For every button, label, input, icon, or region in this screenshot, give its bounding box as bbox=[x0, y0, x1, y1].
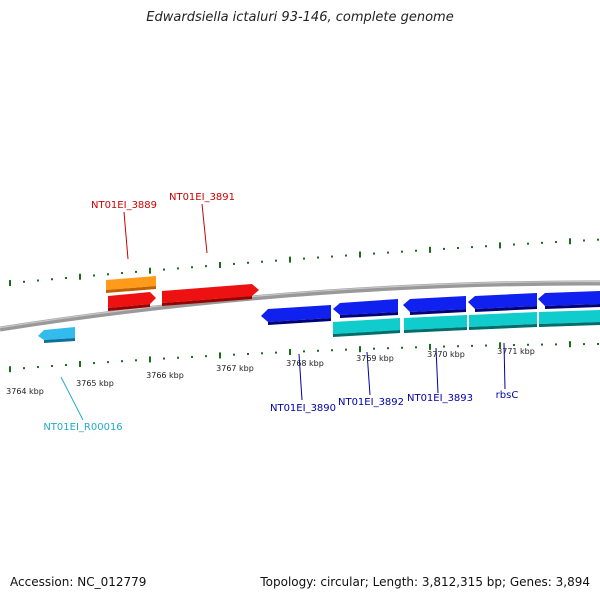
feature-rbsC[interactable] bbox=[468, 293, 537, 312]
tick-label-3770: 3770 kbp bbox=[427, 350, 465, 359]
label-NT01EI_3889[interactable]: NT01EI_3889 bbox=[91, 200, 157, 211]
leader-3893 bbox=[435, 347, 439, 394]
leader-rbsC bbox=[503, 342, 506, 390]
label-rbsC[interactable]: rbsC bbox=[496, 390, 519, 401]
feature-NT01EI_3891[interactable] bbox=[162, 284, 259, 306]
cds-cyan-1[interactable] bbox=[333, 318, 400, 337]
leader-3889 bbox=[123, 211, 129, 260]
feature-NT01EI_3890[interactable] bbox=[261, 305, 331, 325]
cds-cyan-3[interactable] bbox=[469, 312, 537, 330]
tick-label-3771: 3771 kbp bbox=[497, 347, 535, 356]
genome-backbone bbox=[0, 280, 600, 332]
genome-stats-text: Topology: circular; Length: 3,812,315 bp… bbox=[260, 575, 590, 589]
feature-NT01EI_3893[interactable] bbox=[403, 296, 466, 315]
leader-3891 bbox=[201, 203, 208, 254]
outer-scale-ticks bbox=[9, 238, 599, 287]
feature-NT01EI_3889-orange[interactable] bbox=[106, 276, 156, 293]
label-NT01EI_3890[interactable]: NT01EI_3890 bbox=[270, 403, 336, 414]
tick-label-3767: 3767 kbp bbox=[216, 364, 254, 373]
label-NT01EI_3892[interactable]: NT01EI_3892 bbox=[338, 397, 404, 408]
inner-scale-ticks bbox=[9, 341, 599, 373]
cds-cyan-4[interactable] bbox=[539, 310, 600, 327]
label-NT01EI_3893[interactable]: NT01EI_3893 bbox=[407, 393, 473, 404]
feature-NT01EI_R00016[interactable] bbox=[38, 327, 75, 343]
label-NT01EI_R00016[interactable]: NT01EI_R00016 bbox=[43, 422, 122, 433]
cds-cyan-2[interactable] bbox=[404, 315, 467, 333]
genome-backbone-highlight bbox=[0, 280, 600, 329]
feature-NT01EI_3889[interactable] bbox=[108, 292, 156, 311]
tick-label-3769: 3769 kbp bbox=[356, 354, 394, 363]
leader-R00016 bbox=[60, 376, 84, 421]
leader-3892 bbox=[366, 351, 371, 396]
tick-label-3766: 3766 kbp bbox=[146, 371, 184, 380]
tick-label-3764: 3764 kbp bbox=[6, 387, 44, 396]
genome-title: Edwardsiella ictaluri 93-146, complete g… bbox=[146, 10, 454, 25]
label-NT01EI_3891[interactable]: NT01EI_3891 bbox=[169, 192, 235, 203]
leader-3890 bbox=[298, 353, 303, 401]
tick-label-3765: 3765 kbp bbox=[76, 379, 114, 388]
feature-NT01EI_3892[interactable] bbox=[333, 299, 398, 318]
feature-blue-offscreen[interactable] bbox=[538, 291, 600, 309]
tick-label-3768: 3768 kbp bbox=[286, 359, 324, 368]
accession-text: Accession: NC_012779 bbox=[10, 575, 147, 589]
